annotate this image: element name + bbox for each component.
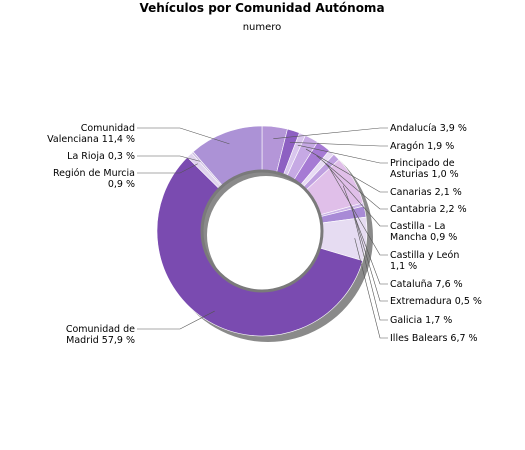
label-extremadura: Extremadura 0,5 % bbox=[390, 296, 482, 307]
leader-aragon bbox=[289, 141, 388, 147]
chart-title: Vehículos por Comunidad Autónoma bbox=[139, 1, 384, 15]
label-la-rioja: La Rioja 0,3 % bbox=[67, 151, 135, 162]
leader-principado-de-asturias bbox=[297, 144, 388, 164]
label-comunidad-valenciana: Comunidad Valenciana 11,4 % bbox=[47, 123, 135, 145]
leader-canarias bbox=[305, 148, 388, 193]
donut-inner-edge bbox=[200, 169, 324, 293]
label-cataluna: Cataluña 7,6 % bbox=[390, 279, 463, 290]
leader-castilla-la-mancha bbox=[323, 161, 388, 227]
label-illes-balears: Illes Balears 6,7 % bbox=[390, 333, 478, 344]
label-andalucia: Andalucía 3,9 % bbox=[390, 123, 467, 134]
leader-region-de-murcia bbox=[137, 163, 198, 174]
leader-andalucia bbox=[273, 127, 388, 139]
leader-lines bbox=[137, 127, 388, 339]
label-aragon: Aragón 1,9 % bbox=[390, 141, 454, 152]
label-cantabria: Cantabria 2,2 % bbox=[390, 204, 467, 215]
label-comunidad-de-madrid: Comunidad de Madrid 57,9 % bbox=[66, 324, 135, 346]
leader-extremadura bbox=[351, 207, 388, 302]
leader-comunidad-valenciana bbox=[137, 127, 230, 145]
slice-labels: Andalucía 3,9 % Aragón 1,9 % Principado de… bbox=[47, 123, 482, 346]
donut-hole bbox=[207, 176, 325, 294]
label-castilla-y-leon: Castilla y León 1,1 % bbox=[390, 250, 459, 272]
leader-cantabria bbox=[316, 155, 388, 210]
donut-slices bbox=[156, 125, 368, 337]
leader-castilla-y-leon bbox=[327, 165, 388, 256]
chart-subtitle: numero bbox=[243, 22, 282, 33]
label-castilla-la-mancha: Castilla - La Mancha 0,9 % bbox=[390, 221, 457, 243]
label-principado-de-asturias: Principado de Asturias 1,0 % bbox=[390, 158, 459, 180]
leader-la-rioja bbox=[137, 155, 201, 162]
leader-galicia bbox=[353, 213, 388, 321]
label-region-de-murcia: Región de Murcia 0,9 % bbox=[53, 168, 135, 190]
leader-illes-balears bbox=[354, 238, 388, 339]
label-canarias: Canarias 2,1 % bbox=[390, 187, 462, 198]
leader-comunidad-de-madrid bbox=[137, 310, 215, 330]
label-galicia: Galicia 1,7 % bbox=[390, 315, 452, 326]
